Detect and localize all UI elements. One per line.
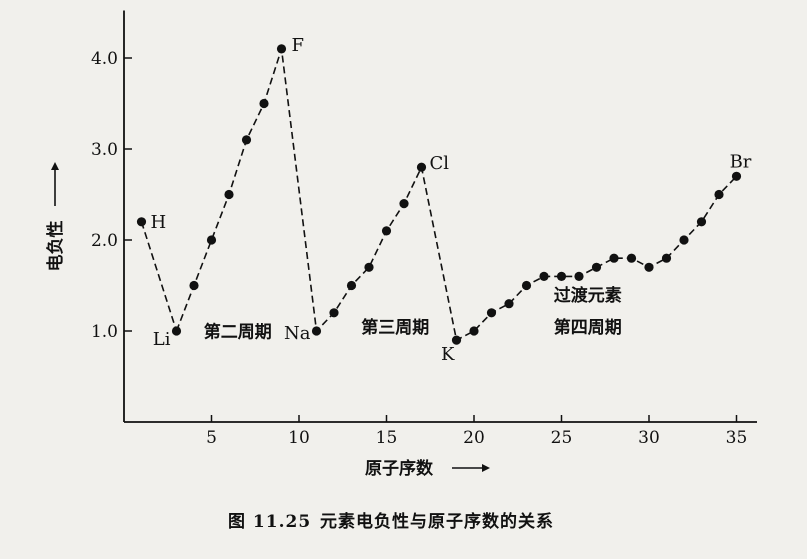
x-tick-label-30: 30 — [638, 428, 660, 448]
series-line-2 — [175, 48, 738, 342]
data-point-z28 — [609, 253, 619, 263]
data-point-z6 — [224, 189, 234, 200]
data-point-z35 — [731, 171, 742, 181]
data-point-z9 — [276, 44, 287, 54]
element-label-li: Li — [153, 329, 171, 350]
data-point-z25 — [556, 271, 567, 281]
annotations: 第二周期 第三周期 第四周期 过渡元素 — [204, 285, 622, 342]
data-point-z8 — [259, 98, 269, 109]
data-point-z4 — [189, 280, 199, 291]
y-axis-arrowhead — [51, 162, 59, 170]
element-label-na: Na — [284, 323, 311, 344]
data-point-z14 — [364, 262, 374, 272]
annotation-2: 第三周期 — [361, 317, 429, 338]
data-point-z31 — [661, 253, 672, 263]
data-point-z21 — [486, 308, 497, 318]
x-axis-arrowhead — [482, 464, 490, 472]
element-label-f: F — [292, 35, 305, 56]
annotation-3: 第四周期 — [554, 317, 622, 338]
x-axis-title: 原子序数 — [365, 458, 434, 479]
data-point-z5 — [206, 235, 217, 245]
x-tick-label-35: 35 — [726, 428, 748, 448]
data-point-z1 — [136, 217, 147, 227]
data-point-z30 — [644, 262, 654, 272]
y-axis-title-group: 电负性 — [45, 162, 66, 272]
x-tick-label-25: 25 — [551, 428, 573, 448]
element-label-br: Br — [730, 151, 752, 172]
annotation-1: 第二周期 — [204, 321, 272, 342]
element-label-h: H — [151, 212, 167, 233]
x-tick-label-20: 20 — [463, 428, 485, 448]
figure-number: 图 11.25 — [228, 512, 311, 532]
point-labels: H Li F Na Cl K Br — [151, 35, 752, 365]
data-point-z22 — [504, 299, 514, 309]
data-point-z19 — [451, 335, 462, 345]
data-point-z26 — [574, 271, 584, 281]
data-point-z33 — [696, 217, 707, 227]
data-points — [136, 44, 742, 345]
data-point-z13 — [346, 280, 357, 291]
y-tick-label-2.0: 2.0 — [91, 231, 118, 251]
data-point-z15 — [381, 226, 392, 236]
data-point-z24 — [539, 271, 549, 281]
y-tick-label-1.0: 1.0 — [91, 322, 118, 342]
data-point-z23 — [521, 280, 532, 291]
data-point-z27 — [591, 262, 602, 272]
y-tick-label-4.0: 4.0 — [91, 49, 118, 69]
series-line-1 — [140, 221, 178, 332]
data-point-z34 — [714, 189, 724, 200]
x-axis-title-group: 原子序数 — [365, 458, 490, 479]
y-axis-title: 电负性 — [45, 221, 66, 272]
y-tick-label-3.0: 3.0 — [91, 140, 118, 160]
data-point-z3 — [171, 326, 182, 336]
annotation-4: 过渡元素 — [554, 285, 622, 306]
figure-title: 元素电负性与原子序数的关系 — [320, 511, 554, 532]
element-label-k: K — [441, 344, 455, 365]
x-tick-label-5: 5 — [206, 428, 217, 448]
data-point-z7 — [241, 135, 252, 145]
data-point-z17 — [416, 162, 427, 172]
element-label-cl: Cl — [430, 153, 450, 174]
x-tick-label-10: 10 — [288, 428, 310, 448]
data-point-z20 — [469, 326, 479, 336]
data-point-z11 — [311, 326, 322, 336]
data-point-z16 — [399, 199, 409, 209]
data-point-z12 — [329, 308, 339, 318]
x-tick-label-15: 15 — [376, 428, 398, 448]
figure-caption: 图 11.25 元素电负性与原子序数的关系 — [228, 511, 554, 532]
data-point-z29 — [626, 253, 637, 263]
axes: 5 10 15 20 25 30 35 1.0 2.0 3.0 4.0 — [91, 10, 757, 448]
data-point-z32 — [679, 235, 689, 245]
